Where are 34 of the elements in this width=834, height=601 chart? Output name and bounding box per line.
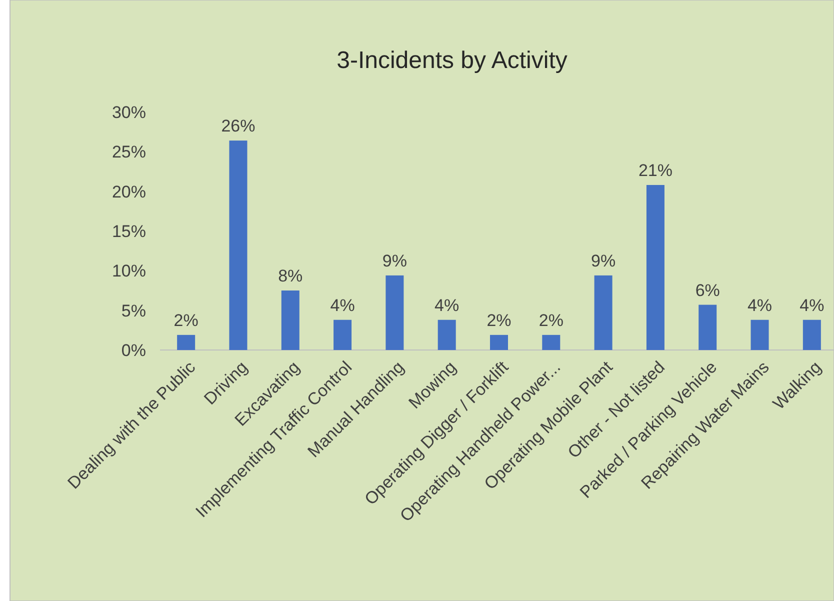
bar [802,320,821,350]
chart-title: 3-Incidents by Activity [336,47,568,74]
bar [542,334,560,350]
data-label: 2% [174,310,198,330]
data-label: 21% [638,160,672,180]
bar [646,184,664,350]
bar [177,334,196,350]
bar [698,304,717,350]
data-label: 2% [486,310,512,330]
bar [334,320,352,350]
bar [750,320,769,350]
data-label: 6% [695,280,720,300]
bar [594,275,612,350]
bar [438,320,456,350]
data-label: 4% [747,296,772,315]
y-tick-label: 5% [121,301,146,320]
data-label: 4% [800,296,824,315]
y-tick-label: 20% [112,182,146,202]
data-label: 2% [538,310,564,330]
y-tick-label: 30% [112,102,146,122]
data-label: 4% [434,296,460,315]
y-tick-label: 25% [112,142,146,162]
data-label: 4% [330,296,355,315]
bar [490,334,508,350]
bar [281,290,300,350]
data-label: 9% [591,251,616,270]
y-tick-label: 0% [121,340,146,360]
y-tick-label: 15% [112,222,146,241]
bar [229,140,248,350]
data-label: 8% [278,266,303,286]
bar [386,275,404,350]
y-tick-label: 10% [112,262,146,281]
data-label: 9% [382,251,407,270]
data-label: 26% [221,116,256,136]
